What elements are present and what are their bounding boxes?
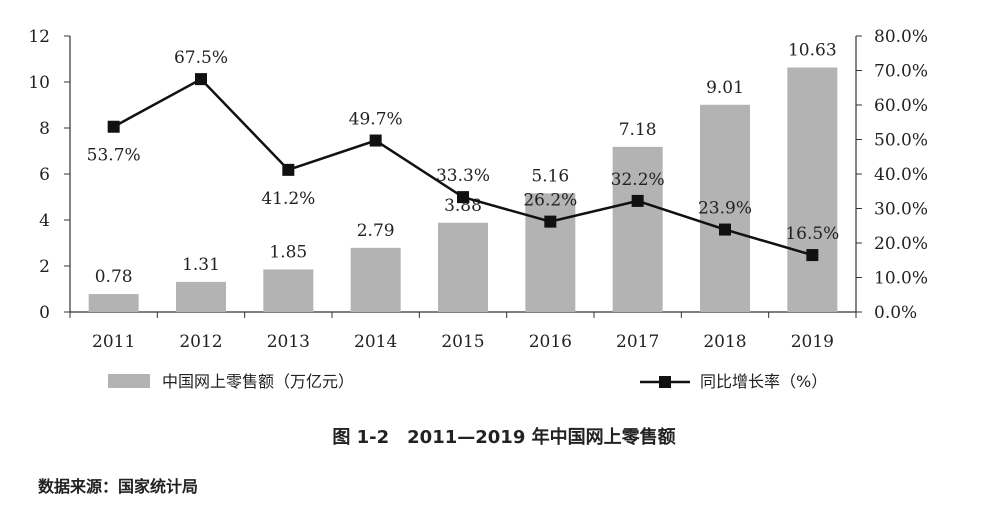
line-marker: [195, 73, 207, 86]
right-tick-label: 10.0%: [874, 269, 928, 289]
right-tick-label: 40.0%: [874, 165, 928, 185]
line-marker: [107, 120, 120, 133]
legend-line-marker: [659, 376, 671, 388]
bar-value-label: 7.18: [619, 120, 657, 140]
x-tick-label: 2011: [92, 332, 135, 352]
bar-value-label: 5.16: [531, 166, 569, 186]
line-value-label: 32.2%: [611, 170, 665, 190]
line-marker: [457, 191, 469, 204]
right-tick-label: 80.0%: [874, 27, 928, 47]
left-tick-label: 12: [28, 27, 50, 47]
x-tick-label: 2018: [703, 332, 746, 352]
x-tick-label: 2012: [179, 332, 222, 352]
line-value-label: 16.5%: [785, 224, 839, 244]
bar: [525, 193, 576, 312]
x-tick-label: 2017: [616, 332, 659, 352]
right-tick-label: 70.0%: [874, 62, 928, 82]
left-tick-label: 8: [39, 119, 50, 139]
line-value-label: 41.2%: [261, 189, 315, 209]
bar: [88, 294, 139, 312]
bar-value-label: 1.85: [269, 242, 307, 262]
left-tick-label: 0: [39, 303, 50, 323]
x-tick-label: 2019: [791, 332, 834, 352]
bar-value-label: 10.63: [788, 41, 837, 61]
left-tick-label: 4: [39, 211, 50, 231]
line-value-label: 33.3%: [436, 166, 490, 186]
bar-value-label: 9.01: [706, 78, 744, 98]
right-tick-label: 0.0%: [874, 303, 917, 323]
line-value-label: 53.7%: [87, 146, 141, 166]
figure-caption: 图 1-2 2011—2019 年中国网上零售额: [332, 427, 676, 448]
left-tick-label: 2: [39, 257, 50, 277]
line-value-label: 26.2%: [523, 191, 577, 211]
x-tick-label: 2015: [441, 332, 484, 352]
bar-value-label: 0.78: [95, 267, 133, 287]
right-tick-label: 30.0%: [874, 200, 928, 220]
bar: [350, 247, 401, 312]
x-tick-label: 2016: [529, 332, 572, 352]
bar-value-label: 2.79: [357, 221, 395, 241]
legend-bar-swatch: [108, 374, 150, 388]
bar: [700, 104, 750, 313]
line-value-label: 49.7%: [349, 110, 403, 130]
bar: [263, 269, 314, 312]
x-tick-label: 2014: [354, 332, 397, 352]
right-tick-label: 60.0%: [874, 96, 928, 116]
legend-bar-label: 中国网上零售额（万亿元）: [162, 372, 354, 391]
left-tick-label: 10: [28, 73, 50, 93]
bar-value-label: 1.31: [182, 255, 220, 275]
left-tick-label: 6: [39, 165, 50, 185]
right-tick-label: 50.0%: [874, 131, 928, 151]
bar: [787, 67, 838, 312]
line-marker: [282, 163, 295, 176]
line-value-label: 23.9%: [698, 199, 752, 219]
legend-line-label: 同比增长率（%）: [700, 372, 827, 391]
bar: [612, 146, 663, 312]
line-value-label: 67.5%: [174, 48, 228, 68]
bar: [176, 281, 226, 312]
x-tick-label: 2013: [267, 332, 310, 352]
line-marker: [369, 134, 382, 147]
line-marker: [806, 249, 819, 262]
bar: [438, 222, 488, 312]
data-source-note: 数据来源：国家统计局: [38, 477, 199, 496]
line-marker: [544, 215, 557, 228]
right-tick-label: 20.0%: [874, 234, 928, 254]
line-marker: [631, 194, 644, 207]
line-marker: [719, 223, 731, 236]
combo-chart: 0 2 4 6 8 10 12 0.0% 10.0% 20.0% 30.0% 40.0% 50.0% 60…: [28, 27, 928, 391]
